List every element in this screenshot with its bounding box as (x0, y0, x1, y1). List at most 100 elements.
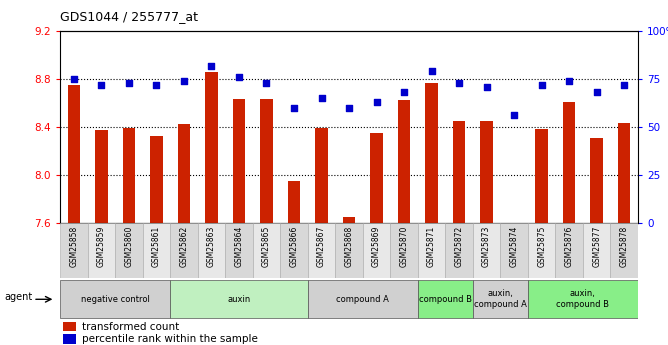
FancyBboxPatch shape (363, 223, 390, 278)
Text: GSM25866: GSM25866 (289, 225, 299, 267)
Bar (398, 100, 410, 223)
Point (509, 112, 520, 118)
Bar (288, 181, 300, 223)
Text: GSM25858: GSM25858 (69, 225, 78, 267)
Point (426, 69, 437, 74)
Text: GSM25871: GSM25871 (427, 225, 436, 267)
Text: GSM25870: GSM25870 (399, 225, 409, 267)
Point (481, 84, 492, 89)
Text: GSM25864: GSM25864 (234, 225, 243, 267)
Bar (178, 125, 190, 223)
Text: auxin,
compound A: auxin, compound A (474, 289, 527, 309)
Bar (618, 123, 631, 223)
Text: GSM25872: GSM25872 (455, 225, 464, 267)
Bar (480, 121, 493, 223)
Bar (63, 322, 76, 331)
Text: negative control: negative control (81, 295, 150, 304)
Text: transformed count: transformed count (82, 322, 180, 332)
FancyBboxPatch shape (60, 223, 88, 278)
FancyBboxPatch shape (528, 280, 638, 318)
FancyBboxPatch shape (390, 223, 418, 278)
Point (96, 82, 107, 87)
Text: GSM25860: GSM25860 (124, 225, 134, 267)
Point (289, 105, 299, 110)
FancyBboxPatch shape (60, 280, 170, 318)
Bar (96, 130, 108, 223)
Point (124, 80, 134, 86)
Point (206, 63, 217, 68)
Bar (232, 99, 245, 223)
FancyBboxPatch shape (611, 223, 638, 278)
Text: GSM25869: GSM25869 (372, 225, 381, 267)
FancyBboxPatch shape (170, 223, 198, 278)
Text: GSM25867: GSM25867 (317, 225, 326, 267)
Point (69, 76, 79, 82)
Bar (150, 136, 162, 223)
Point (234, 74, 244, 80)
FancyBboxPatch shape (473, 223, 500, 278)
Bar (343, 217, 355, 223)
FancyBboxPatch shape (225, 223, 253, 278)
Text: GSM25861: GSM25861 (152, 225, 161, 267)
Point (151, 82, 162, 87)
FancyBboxPatch shape (308, 223, 335, 278)
Text: GSM25876: GSM25876 (564, 225, 574, 267)
Text: agent: agent (5, 292, 33, 302)
FancyBboxPatch shape (115, 223, 143, 278)
Point (564, 78, 574, 83)
Text: auxin: auxin (227, 295, 250, 304)
Point (536, 82, 547, 87)
FancyBboxPatch shape (473, 280, 528, 318)
Text: GSM25875: GSM25875 (537, 225, 546, 267)
Bar (315, 128, 328, 223)
Text: compound B: compound B (419, 295, 472, 304)
Point (591, 90, 602, 95)
Bar (370, 133, 383, 223)
Bar (536, 129, 548, 223)
Bar (563, 102, 575, 223)
Text: GSM25874: GSM25874 (510, 225, 518, 267)
FancyBboxPatch shape (143, 223, 170, 278)
Bar (261, 99, 273, 223)
Bar (426, 82, 438, 223)
Bar (453, 121, 466, 223)
FancyBboxPatch shape (335, 223, 363, 278)
Point (178, 78, 189, 83)
Text: GSM25878: GSM25878 (620, 225, 629, 267)
FancyBboxPatch shape (446, 223, 473, 278)
Point (343, 105, 354, 110)
Text: auxin,
compound B: auxin, compound B (556, 289, 609, 309)
Bar (205, 72, 218, 223)
Text: GDS1044 / 255777_at: GDS1044 / 255777_at (60, 10, 198, 23)
FancyBboxPatch shape (500, 223, 528, 278)
Text: GSM25863: GSM25863 (207, 225, 216, 267)
Point (454, 80, 464, 86)
FancyBboxPatch shape (170, 280, 308, 318)
FancyBboxPatch shape (88, 223, 115, 278)
FancyBboxPatch shape (555, 223, 583, 278)
Text: GSM25865: GSM25865 (262, 225, 271, 267)
Text: percentile rank within the sample: percentile rank within the sample (82, 334, 259, 344)
Bar (63, 334, 76, 344)
Point (261, 80, 272, 86)
Point (619, 82, 629, 87)
Text: GSM25859: GSM25859 (97, 225, 106, 267)
FancyBboxPatch shape (418, 223, 446, 278)
Text: GSM25868: GSM25868 (345, 225, 353, 267)
Text: GSM25873: GSM25873 (482, 225, 491, 267)
Point (399, 90, 409, 95)
Bar (67, 85, 80, 223)
Text: GSM25877: GSM25877 (592, 225, 601, 267)
FancyBboxPatch shape (528, 223, 555, 278)
Text: GSM25862: GSM25862 (180, 225, 188, 267)
FancyBboxPatch shape (308, 280, 418, 318)
FancyBboxPatch shape (281, 223, 308, 278)
FancyBboxPatch shape (583, 223, 611, 278)
FancyBboxPatch shape (198, 223, 225, 278)
Bar (123, 128, 135, 223)
Point (316, 95, 327, 101)
Point (371, 99, 382, 105)
FancyBboxPatch shape (253, 223, 281, 278)
Text: compound A: compound A (337, 295, 389, 304)
FancyBboxPatch shape (418, 280, 473, 318)
